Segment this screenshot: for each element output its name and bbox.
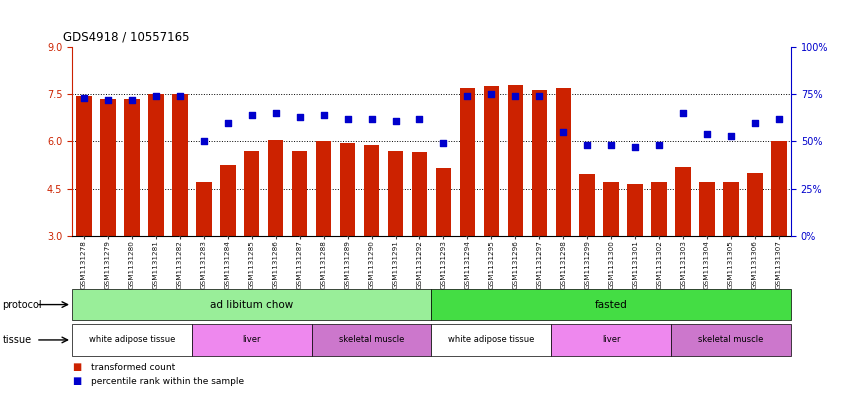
Text: ■: ■ [72,376,81,386]
Text: transformed count: transformed count [91,363,175,372]
Bar [192,324,311,356]
Bar [580,174,595,236]
Bar [316,141,332,236]
Point [772,116,786,122]
Text: GDS4918 / 10557165: GDS4918 / 10557165 [63,30,190,43]
Bar [387,151,404,236]
Bar [124,99,140,236]
Bar [431,324,552,356]
Point [724,133,738,139]
Point [437,140,450,147]
Bar [671,324,791,356]
Bar [72,289,431,320]
Point [101,97,114,103]
Bar [628,184,643,236]
Point [629,144,642,150]
Bar [220,165,235,236]
Point [557,129,570,135]
Point [221,119,234,126]
Bar [292,151,307,236]
Point [749,119,762,126]
Text: liver: liver [243,336,261,344]
Bar [268,140,283,236]
Bar [675,167,691,236]
Text: percentile rank within the sample: percentile rank within the sample [91,377,244,386]
Text: white adipose tissue: white adipose tissue [89,336,175,344]
Point [388,118,403,124]
Bar [364,145,379,236]
Point [316,112,330,118]
Bar [100,99,116,236]
Bar [723,182,739,236]
Bar [556,88,571,236]
Text: skeletal muscle: skeletal muscle [699,336,764,344]
Point [197,138,211,145]
Bar [747,173,763,236]
Text: ■: ■ [72,362,81,373]
Point [341,116,354,122]
Bar [531,90,547,236]
Point [293,114,306,120]
Point [77,95,91,101]
Point [700,131,714,137]
Text: tissue: tissue [3,335,31,345]
Point [245,112,259,118]
Point [365,116,378,122]
Bar [772,141,787,236]
Point [677,110,690,116]
Text: protocol: protocol [3,299,42,310]
Bar [311,324,431,356]
Point [413,116,426,122]
Bar [72,324,192,356]
Bar [484,86,499,236]
Bar [552,324,671,356]
Bar [340,143,355,236]
Bar [459,88,475,236]
Text: fasted: fasted [595,299,628,310]
Point [269,110,283,116]
Point [508,93,522,99]
Point [604,142,618,149]
Text: ad libitum chow: ad libitum chow [210,299,294,310]
Point [149,93,162,99]
Text: liver: liver [602,336,620,344]
Bar [431,289,791,320]
Bar [412,152,427,236]
Bar [244,151,260,236]
Text: skeletal muscle: skeletal muscle [339,336,404,344]
Bar [508,85,523,236]
Bar [436,168,451,236]
Point [173,93,186,99]
Bar [76,96,91,236]
Text: white adipose tissue: white adipose tissue [448,336,535,344]
Point [652,142,666,149]
Point [533,93,547,99]
Bar [148,94,163,236]
Point [460,93,474,99]
Bar [196,182,212,236]
Bar [172,94,188,236]
Point [125,97,139,103]
Point [485,91,498,97]
Point [580,142,594,149]
Bar [700,182,715,236]
Bar [651,182,667,236]
Bar [603,182,619,236]
